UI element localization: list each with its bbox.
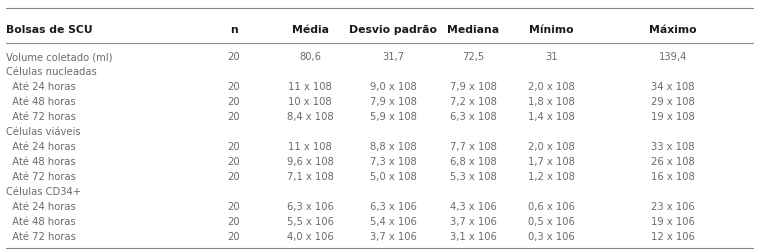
Text: 19 x 106: 19 x 106 (651, 216, 695, 226)
Text: 20: 20 (228, 156, 240, 166)
Text: 6,3 x 106: 6,3 x 106 (370, 201, 417, 211)
Text: 0,6 x 106: 0,6 x 106 (528, 201, 575, 211)
Text: 8,4 x 108: 8,4 x 108 (287, 112, 333, 122)
Text: 80,6: 80,6 (299, 52, 321, 62)
Text: 20: 20 (228, 52, 240, 62)
Text: 3,1 x 106: 3,1 x 106 (450, 231, 497, 241)
Text: 4,0 x 106: 4,0 x 106 (287, 231, 333, 241)
Text: 11 x 108: 11 x 108 (288, 142, 332, 152)
Text: Desvio padrão: Desvio padrão (349, 25, 438, 35)
Text: Até 72 horas: Até 72 horas (6, 172, 76, 181)
Text: 34 x 108: 34 x 108 (651, 82, 695, 92)
Text: 6,3 x 106: 6,3 x 106 (287, 201, 333, 211)
Text: 7,3 x 108: 7,3 x 108 (370, 156, 417, 166)
Text: 6,3 x 108: 6,3 x 108 (450, 112, 497, 122)
Text: 20: 20 (228, 82, 240, 92)
Text: 26 x 108: 26 x 108 (651, 156, 695, 166)
Text: Máximo: Máximo (649, 25, 696, 35)
Text: 12 x 106: 12 x 106 (651, 231, 695, 241)
Text: 5,4 x 106: 5,4 x 106 (370, 216, 417, 226)
Text: 7,9 x 108: 7,9 x 108 (370, 97, 417, 107)
Text: 20: 20 (228, 172, 240, 181)
Text: Até 48 horas: Até 48 horas (6, 97, 75, 107)
Text: 6,8 x 108: 6,8 x 108 (450, 156, 497, 166)
Text: 8,8 x 108: 8,8 x 108 (370, 142, 417, 152)
Text: Células CD34+: Células CD34+ (6, 186, 81, 196)
Text: Até 72 horas: Até 72 horas (6, 231, 76, 241)
Text: 7,1 x 108: 7,1 x 108 (287, 172, 333, 181)
Text: 3,7 x 106: 3,7 x 106 (370, 231, 417, 241)
Text: 7,2 x 108: 7,2 x 108 (450, 97, 497, 107)
Text: 0,5 x 106: 0,5 x 106 (528, 216, 575, 226)
Text: 7,9 x 108: 7,9 x 108 (450, 82, 497, 92)
Text: 31: 31 (546, 52, 558, 62)
Text: 5,9 x 108: 5,9 x 108 (370, 112, 417, 122)
Text: 10 x 108: 10 x 108 (288, 97, 332, 107)
Text: 20: 20 (228, 97, 240, 107)
Text: 31,7: 31,7 (382, 52, 405, 62)
Text: Mediana: Mediana (447, 25, 499, 35)
Text: 5,5 x 106: 5,5 x 106 (287, 216, 333, 226)
Text: 11 x 108: 11 x 108 (288, 82, 332, 92)
Text: 3,7 x 106: 3,7 x 106 (450, 216, 497, 226)
Text: 4,3 x 106: 4,3 x 106 (450, 201, 497, 211)
Text: 20: 20 (228, 216, 240, 226)
Text: 5,3 x 108: 5,3 x 108 (450, 172, 497, 181)
Text: 0,3 x 106: 0,3 x 106 (528, 231, 575, 241)
Text: Até 48 horas: Até 48 horas (6, 216, 75, 226)
Text: Até 24 horas: Até 24 horas (6, 82, 76, 92)
Text: Volume coletado (ml): Volume coletado (ml) (6, 52, 113, 62)
Text: 16 x 108: 16 x 108 (651, 172, 695, 181)
Text: 1,4 x 108: 1,4 x 108 (528, 112, 575, 122)
Text: 29 x 108: 29 x 108 (651, 97, 695, 107)
Text: Até 48 horas: Até 48 horas (6, 156, 75, 166)
Text: Média: Média (291, 25, 329, 35)
Text: 9,0 x 108: 9,0 x 108 (370, 82, 417, 92)
Text: Até 24 horas: Até 24 horas (6, 201, 76, 211)
Text: Até 24 horas: Até 24 horas (6, 142, 76, 152)
Text: 20: 20 (228, 112, 240, 122)
Text: 33 x 108: 33 x 108 (651, 142, 695, 152)
Text: Células viáveis: Células viáveis (6, 127, 81, 137)
Text: 1,8 x 108: 1,8 x 108 (528, 97, 575, 107)
Text: 20: 20 (228, 231, 240, 241)
Text: 20: 20 (228, 201, 240, 211)
Text: Mínimo: Mínimo (530, 25, 574, 35)
Text: 7,7 x 108: 7,7 x 108 (450, 142, 497, 152)
Text: 1,7 x 108: 1,7 x 108 (528, 156, 575, 166)
Text: Células nucleadas: Células nucleadas (6, 67, 97, 77)
Text: 20: 20 (228, 142, 240, 152)
Text: 72,5: 72,5 (462, 52, 485, 62)
Text: 9,6 x 108: 9,6 x 108 (287, 156, 333, 166)
Text: 139,4: 139,4 (658, 52, 687, 62)
Text: 23 x 106: 23 x 106 (651, 201, 695, 211)
Text: n: n (230, 25, 238, 35)
Text: Até 72 horas: Até 72 horas (6, 112, 76, 122)
Text: 2,0 x 108: 2,0 x 108 (528, 142, 575, 152)
Text: Bolsas de SCU: Bolsas de SCU (6, 25, 93, 35)
Text: 5,0 x 108: 5,0 x 108 (370, 172, 417, 181)
Text: 2,0 x 108: 2,0 x 108 (528, 82, 575, 92)
Text: 1,2 x 108: 1,2 x 108 (528, 172, 575, 181)
Text: 19 x 108: 19 x 108 (651, 112, 695, 122)
